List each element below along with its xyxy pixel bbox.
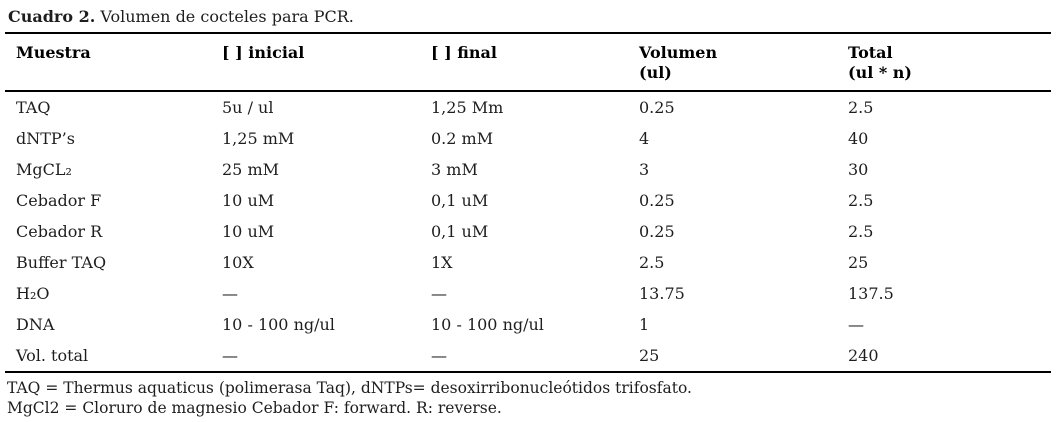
table-cell: 0.25 xyxy=(639,222,675,241)
table-cell: 40 xyxy=(848,129,869,148)
table-cell: 0,1 uM xyxy=(431,191,489,210)
column-header-muestra: Muestra xyxy=(16,43,91,62)
table-cell: 5u / ul xyxy=(222,98,274,117)
column-header-final: [ ] final xyxy=(431,43,497,62)
table-row: Cebador R 10 uM 0,1 uM 0.25 2.5 xyxy=(5,216,1051,247)
table-cell: TAQ xyxy=(16,98,51,117)
footnote-line-2: MgCl2 = Cloruro de magnesio Cebador F: f… xyxy=(7,399,502,417)
table-cell: 2.5 xyxy=(639,253,665,272)
table-cell: 240 xyxy=(848,346,879,365)
table-cell: 25 mM xyxy=(222,160,279,179)
table-cell: 2.5 xyxy=(848,98,874,117)
table-cell: 4 xyxy=(639,129,650,148)
table-row: H₂O — — 13.75 137.5 xyxy=(5,278,1051,309)
table-header-row: Muestra [ ] inicial [ ] final Volumen (u… xyxy=(5,33,1051,91)
table-cell: 0,1 uM xyxy=(431,222,489,241)
footnote-line-1: TAQ = Thermus aquaticus (polimerasa Taq)… xyxy=(7,379,692,397)
table-caption-label: Cuadro 2. xyxy=(8,7,96,26)
table-caption: Cuadro 2. Volumen de cocteles para PCR. xyxy=(5,0,1051,32)
table-row: MgCL₂ 25 mM 3 mM 3 30 xyxy=(5,154,1051,185)
table-row: Cebador F 10 uM 0,1 uM 0.25 2.5 xyxy=(5,185,1051,216)
table-cell: Cebador R xyxy=(16,222,103,241)
table-cell: — xyxy=(431,346,447,365)
table-cell: 0.25 xyxy=(639,191,675,210)
column-header-volumen: Volumen (ul) xyxy=(639,43,718,82)
table-cell: 2.5 xyxy=(848,191,874,210)
table-row: DNA 10 - 100 ng/ul 10 - 100 ng/ul 1 — xyxy=(5,309,1051,340)
table-cell: 0.2 mM xyxy=(431,129,494,148)
table-cell: DNA xyxy=(16,315,55,334)
table-cell: 1,25 mM xyxy=(222,129,295,148)
table-row: TAQ 5u / ul 1,25 Mm 0.25 2.5 xyxy=(5,91,1051,123)
table-cell: 0.25 xyxy=(639,98,675,117)
table-cell: Vol. total xyxy=(16,346,89,365)
table-cell: 25 xyxy=(848,253,869,272)
table-cell: — xyxy=(222,346,238,365)
column-header-inicial: [ ] inicial xyxy=(222,43,305,62)
table-cell: 137.5 xyxy=(848,284,894,303)
table-cell: H₂O xyxy=(16,284,50,303)
table-cell: — xyxy=(222,284,238,303)
table-cell: 3 xyxy=(639,160,650,179)
table-cell: 25 xyxy=(639,346,660,365)
table-cell: 10 - 100 ng/ul xyxy=(222,315,335,334)
table-row: Buffer TAQ 10X 1X 2.5 25 xyxy=(5,247,1051,278)
table-cell: 10X xyxy=(222,253,254,272)
table-footnotes: TAQ = Thermus aquaticus (polimerasa Taq)… xyxy=(5,373,1051,418)
table-cell: 10 uM xyxy=(222,222,275,241)
table-cell: — xyxy=(431,284,447,303)
table-cell: Cebador F xyxy=(16,191,102,210)
table-cell: 30 xyxy=(848,160,869,179)
table-cell: 1X xyxy=(431,253,453,272)
column-header-total: Total (ul * n) xyxy=(848,43,912,82)
table-cell: Buffer TAQ xyxy=(16,253,107,272)
table-cell: 13.75 xyxy=(639,284,685,303)
table-cell: MgCL₂ xyxy=(16,160,72,179)
pcr-volumes-table: Muestra [ ] inicial [ ] final Volumen (u… xyxy=(5,32,1051,373)
table-cell: dNTP’s xyxy=(16,129,75,148)
table-caption-text: Volumen de cocteles para PCR. xyxy=(100,7,354,26)
table-cell: 10 uM xyxy=(222,191,275,210)
table-cell: 2.5 xyxy=(848,222,874,241)
table-row: Vol. total — — 25 240 xyxy=(5,340,1051,372)
table-cell: 10 - 100 ng/ul xyxy=(431,315,544,334)
paper-table-figure: Cuadro 2. Volumen de cocteles para PCR. … xyxy=(5,0,1051,418)
table-cell: — xyxy=(848,315,864,334)
table-row: dNTP’s 1,25 mM 0.2 mM 4 40 xyxy=(5,123,1051,154)
table-cell: 1 xyxy=(639,315,650,334)
table-cell: 1,25 Mm xyxy=(431,98,504,117)
table-cell: 3 mM xyxy=(431,160,478,179)
